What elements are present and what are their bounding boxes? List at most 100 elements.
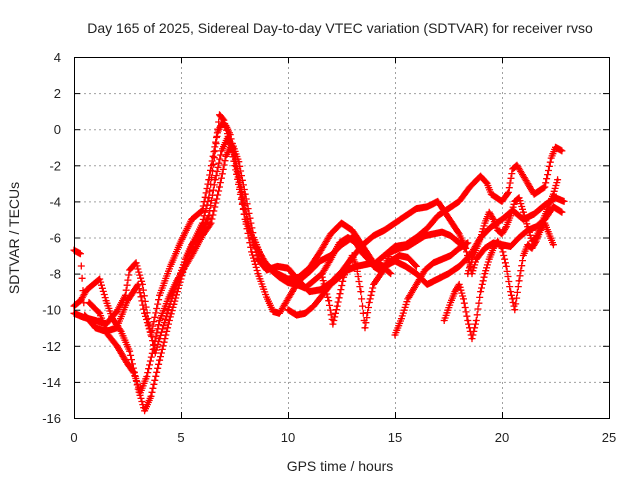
- data-point: [440, 230, 444, 234]
- data-point: [143, 409, 147, 413]
- x-tick-label: 20: [495, 430, 509, 445]
- data-point: [483, 272, 487, 275]
- data-point: [522, 218, 525, 221]
- data-point: [94, 326, 97, 330]
- data-point: [415, 207, 418, 211]
- data-point: [295, 283, 298, 286]
- data-point: [436, 214, 440, 218]
- data-point: [380, 270, 384, 274]
- data-point: [87, 301, 91, 304]
- data-point: [94, 281, 97, 284]
- data-point: [256, 257, 260, 261]
- data-point: [530, 246, 534, 250]
- data-point: [466, 241, 470, 245]
- data-point: [183, 265, 187, 268]
- data-point: [331, 322, 335, 326]
- x-tick-label: 15: [388, 430, 402, 445]
- data-point: [423, 268, 427, 272]
- data-point: [406, 297, 410, 301]
- data-point: [513, 308, 517, 312]
- data-point: [556, 178, 559, 182]
- data-point: [98, 311, 102, 315]
- data-point: [474, 246, 478, 250]
- data-point: [449, 234, 452, 238]
- x-tick-label: 25: [602, 430, 616, 445]
- data-point: [496, 239, 500, 243]
- data-point: [436, 277, 440, 281]
- data-point: [483, 221, 487, 225]
- data-point: [308, 270, 311, 274]
- data-point: [320, 275, 324, 279]
- data-point: [132, 371, 136, 375]
- data-point: [226, 135, 230, 138]
- data-point: [269, 268, 273, 272]
- grid-lines: [74, 57, 609, 418]
- data-point: [201, 209, 204, 212]
- data-point: [552, 192, 555, 196]
- data-point: [509, 290, 512, 293]
- data-point: [126, 299, 129, 303]
- data-point: [158, 337, 162, 340]
- data-point: [81, 315, 84, 319]
- series-markers: [70, 111, 566, 415]
- data-point: [243, 192, 247, 196]
- data-point: [308, 290, 311, 293]
- data-point: [515, 163, 519, 167]
- data-point: [470, 272, 474, 275]
- data-point: [526, 243, 530, 247]
- data-point: [397, 254, 401, 257]
- data-point: [547, 232, 551, 236]
- data-point: [147, 322, 151, 326]
- data-point: [252, 236, 256, 239]
- data-point: [220, 149, 224, 153]
- data-point: [382, 228, 386, 232]
- data-point: [104, 299, 108, 303]
- y-tick-label: -12: [42, 339, 61, 354]
- data-point: [534, 225, 538, 229]
- x-tick-label: 10: [281, 430, 295, 445]
- data-point: [534, 236, 538, 239]
- data-point: [190, 218, 194, 221]
- data-point: [457, 283, 461, 286]
- data-point: [303, 311, 307, 315]
- data-point: [415, 239, 418, 243]
- data-point: [442, 319, 446, 322]
- data-point: [500, 232, 504, 236]
- data-point: [372, 234, 375, 238]
- data-point: [457, 246, 461, 250]
- data-point: [207, 178, 211, 182]
- data-point: [526, 225, 530, 229]
- data-point: [400, 317, 403, 321]
- data-point: [134, 261, 138, 265]
- data-point: [415, 265, 418, 268]
- data-point: [549, 156, 553, 160]
- data-point: [286, 308, 290, 312]
- data-point: [361, 243, 365, 247]
- data-point: [504, 225, 508, 229]
- data-point: [166, 297, 170, 301]
- data-point: [470, 337, 474, 340]
- data-point: [470, 257, 474, 261]
- data-point: [350, 254, 354, 257]
- data-point: [295, 313, 298, 317]
- data-point: [382, 254, 386, 257]
- data-point: [432, 232, 435, 236]
- data-point: [213, 178, 217, 182]
- data-point: [447, 216, 450, 220]
- data-point: [457, 241, 461, 245]
- data-point: [94, 319, 97, 322]
- series-track-6: [318, 228, 470, 332]
- data-point: [363, 326, 367, 330]
- y-tick-label: -2: [49, 158, 61, 173]
- data-point: [119, 330, 123, 333]
- data-point: [479, 174, 482, 178]
- data-point: [218, 113, 221, 117]
- data-point: [329, 257, 333, 261]
- y-tick-label: 2: [54, 86, 61, 101]
- data-point: [286, 266, 290, 270]
- data-point: [436, 200, 440, 203]
- data-point: [489, 192, 493, 196]
- data-point: [250, 250, 254, 254]
